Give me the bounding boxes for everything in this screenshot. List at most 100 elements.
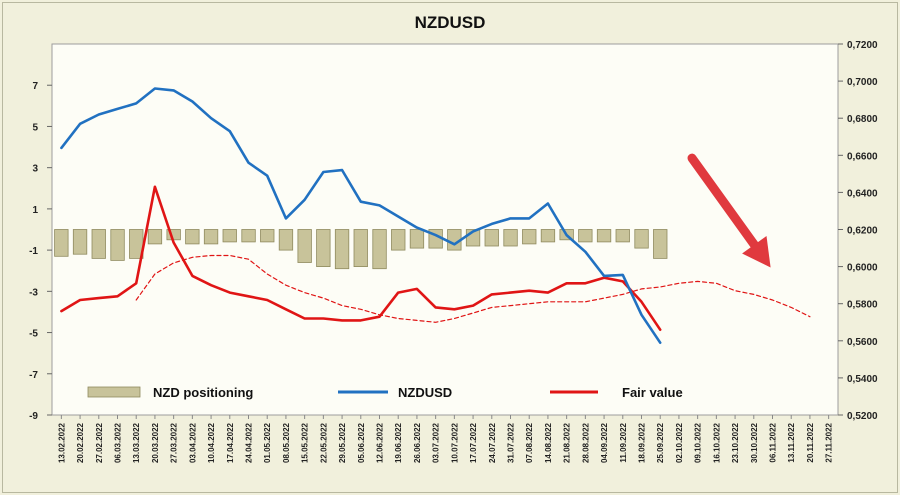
x-tick-label: 10.04.2022 [207,422,216,463]
positioning-bar [522,229,537,245]
positioning-bar [596,229,612,243]
x-tick-label: 10.07.2022 [450,422,459,463]
left-tick-label: 1 [32,205,38,216]
right-tick-label: 0,5400 [847,374,878,385]
x-tick-label: 27.02.2022 [95,422,104,463]
x-tick-label: 19.06.2022 [394,422,403,463]
x-tick-label: 20.11.2022 [806,422,815,462]
positioning-bar [316,229,331,267]
x-tick-label: 04.09.2022 [600,422,609,463]
positioning-bar [653,229,668,259]
x-tick-label: 06.03.2022 [114,422,123,463]
positioning-bar [203,229,219,245]
positioning-bar [241,229,256,243]
x-tick-label: 25.09.2022 [656,422,665,463]
x-tick-label: 24.04.2022 [245,422,254,463]
x-tick-label: 02.10.2022 [675,422,684,463]
x-tick-label: 29.05.2022 [338,422,347,463]
trend-arrow-head [742,236,771,268]
x-tick-label: 07.08.2022 [525,422,534,463]
right-tick-label: 0,6000 [847,263,878,274]
x-tick-label: 05.06.2022 [357,422,366,463]
x-tick-label: 24.07.2022 [488,422,497,463]
right-tick-label: 0,6400 [847,188,878,199]
right-tick-label: 0,7000 [847,77,878,88]
left-tick-label: -7 [29,370,38,381]
left-tick-label: -9 [29,411,38,422]
x-tick-label: 14.08.2022 [544,422,553,463]
axes-layer: 7 5 3 1 -1 -3 -5 -7 -9 0,7200 0,7000 0,6800 0,6600 0,… [29,40,878,463]
x-tick-label: 18.09.2022 [638,422,647,463]
positioning-bar [540,229,556,243]
legend-label-positioning: NZD positioning [153,385,253,400]
x-tick-label: 13.03.2022 [132,422,141,463]
positioning-bar [72,229,88,255]
fair-value-projection-line [135,254,811,323]
x-tick-label: 31.07.2022 [507,422,516,463]
right-tick-label: 0,5200 [847,411,878,422]
positioning-bar [222,229,237,243]
legend-label-nzdusd: NZDUSD [398,385,452,400]
x-tick-label: 30.10.2022 [750,422,759,463]
x-tick-label: 08.05.2022 [282,422,291,463]
positioning-bar [503,229,518,247]
positioning-bar [484,229,499,247]
positioning-bar [278,229,294,251]
x-tick-label: 15.05.2022 [301,422,310,463]
positioning-bar [372,229,387,270]
left-tick-label: 7 [32,81,38,92]
x-tick-label: 21.08.2022 [563,422,572,463]
left-tick-label: 5 [32,122,38,133]
x-tick-label: 27.03.2022 [170,422,179,463]
positioning-bar [391,229,406,251]
positioning-bar [353,229,368,267]
positioning-bar [54,229,69,257]
positioning-bars [54,229,668,270]
x-tick-label: 13.02.2022 [57,422,66,463]
positioning-bar [147,229,163,245]
x-tick-label: 13.11.2022 [787,422,796,462]
fair-value-line [60,185,662,332]
legend-bar-swatch [87,386,141,398]
x-tick-label: 09.10.2022 [694,422,703,463]
left-tick-label: -1 [29,246,38,257]
positioning-bar [297,229,312,263]
positioning-bar [260,229,275,243]
positioning-bar [615,229,630,243]
x-tick-label: 23.10.2022 [731,422,740,463]
right-tick-label: 0,7200 [847,40,878,51]
x-tick-label: 06.11.2022 [769,422,778,462]
x-tick-label: 11.09.2022 [619,422,628,462]
positioning-bar [578,229,593,243]
chart-title: NZDUSD [415,13,486,32]
x-tick-label: 20.03.2022 [151,422,160,463]
x-tick-label: 20.02.2022 [76,422,85,463]
right-tick-label: 0,6200 [847,226,878,237]
legend-label-fair-value: Fair value [622,385,683,400]
left-tick-label: -3 [29,287,38,298]
right-tick-label: 0,5600 [847,337,878,348]
right-tick-label: 0,6800 [847,114,878,125]
x-tick-label: 27.11.2022 [825,422,834,462]
annotation-layer [687,153,771,268]
x-tick-label: 16.10.2022 [712,422,721,463]
positioning-bar [634,229,649,249]
x-tick-label: 01.05.2022 [263,422,272,463]
trend-arrow-shaft [687,153,759,250]
left-tick-label: -5 [29,329,38,340]
x-tick-label: 03.07.2022 [432,422,441,463]
left-tick-label: 3 [32,164,38,175]
positioning-bar [185,229,200,245]
x-tick-label: 17.07.2022 [469,422,478,463]
x-tick-label: 26.06.2022 [413,422,422,463]
positioning-bar [91,229,106,259]
nzdusd-line [60,87,662,345]
plot-area [51,43,839,416]
positioning-bar [110,229,125,261]
x-tick-label: 17.04.2022 [226,422,235,463]
series-lines [60,87,811,345]
positioning-bar [409,229,425,249]
x-tick-label: 22.05.2022 [319,422,328,463]
